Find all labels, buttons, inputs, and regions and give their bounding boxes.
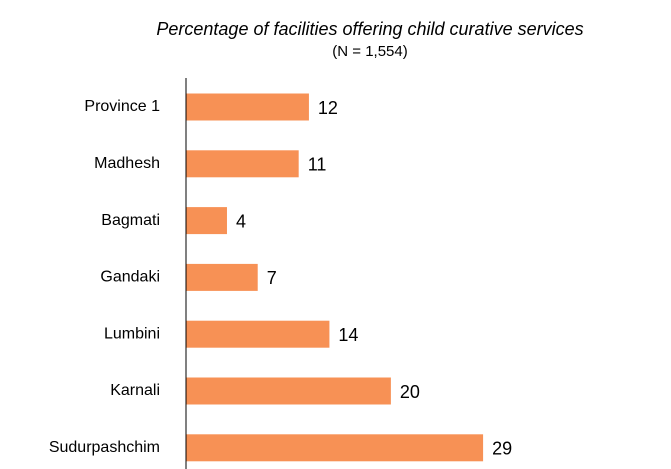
value-label: 11 [308, 155, 327, 175]
bar [186, 263, 258, 291]
category-label: Lumbini [104, 325, 160, 342]
category-label: Madhesh [94, 155, 160, 172]
category-label: Bagmati [101, 212, 160, 229]
bar [186, 207, 227, 235]
bar [186, 150, 299, 178]
category-label: Province 1 [84, 98, 160, 115]
category-label: Sudurpashchim [49, 439, 160, 456]
chart-title: Percentage of facilities offering child … [156, 19, 583, 39]
value-label: 29 [492, 439, 512, 459]
category-label: Karnali [110, 382, 160, 399]
bar [186, 377, 391, 405]
value-label: 4 [236, 211, 246, 231]
bar [186, 93, 309, 121]
bar [186, 320, 330, 348]
bar [186, 434, 484, 462]
value-label: 7 [267, 268, 277, 288]
chart-subtitle: (N = 1,554) [332, 43, 407, 60]
value-label: 14 [338, 325, 358, 345]
category-label: Gandaki [100, 269, 160, 286]
value-label: 20 [400, 382, 420, 402]
value-label: 12 [318, 98, 338, 118]
